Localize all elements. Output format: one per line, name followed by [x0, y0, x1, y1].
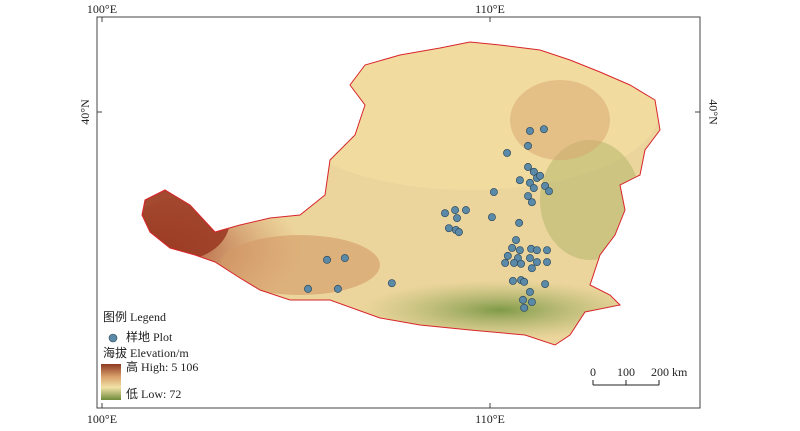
plot-point — [543, 258, 551, 266]
plot-point — [515, 176, 524, 185]
plot-point — [524, 141, 532, 150]
plot-point — [527, 264, 536, 273]
plot-point — [510, 258, 519, 267]
plot-point — [444, 224, 453, 233]
plot-point — [541, 280, 550, 288]
lon-label: 110°E — [475, 2, 505, 16]
plot-point — [453, 214, 461, 222]
terrain-east — [540, 140, 640, 260]
plot-point — [532, 258, 541, 266]
plot-point — [524, 192, 532, 200]
legend: 图例 Legend 样地 Plot 海拔 Elevation/m 高 High:… — [101, 310, 198, 401]
scale-label: 100 — [617, 365, 635, 379]
plateau-boundary — [141, 41, 661, 346]
plot-point — [503, 251, 512, 260]
plot-point — [520, 303, 529, 312]
lon-label: 110°E — [475, 412, 505, 426]
lat-label: 40°N — [78, 99, 92, 125]
plot-point — [529, 167, 538, 176]
plot-point — [508, 244, 517, 252]
plot-point — [461, 206, 470, 215]
plot-point — [526, 126, 534, 135]
plot-point — [515, 218, 524, 227]
plot-point — [333, 284, 342, 293]
terrain-weihe — [360, 280, 640, 340]
terrain-liupan — [220, 235, 380, 295]
plot-point — [508, 277, 517, 285]
plot-point — [536, 171, 545, 180]
plot-point — [501, 258, 510, 267]
lon-label: 100°E — [87, 2, 117, 16]
plot-point — [541, 181, 550, 190]
plot-point — [515, 246, 524, 255]
legend-plot-symbol — [108, 333, 118, 343]
plot-point — [526, 178, 534, 187]
legend-elevation: 海拔 Elevation/m — [103, 345, 189, 360]
legend-high: 高 High: 5 106 — [126, 359, 198, 374]
plot-point — [387, 279, 396, 288]
plot-point — [451, 206, 460, 215]
plot-point — [543, 246, 551, 255]
scale-label: 0 — [590, 365, 596, 379]
plot-point — [526, 254, 534, 263]
plot-point — [340, 254, 349, 263]
terrain-lvliang — [510, 80, 610, 160]
plot-point — [532, 246, 541, 255]
lon-label: 100°E — [87, 412, 117, 426]
legend-elevation-ramp — [101, 364, 121, 400]
legend-low: 低 Low: 72 — [126, 387, 181, 401]
plot-point — [304, 284, 312, 293]
plot-point — [527, 198, 536, 207]
map-frame — [96, 16, 701, 409]
plot-point — [524, 163, 532, 171]
plot-point — [512, 236, 520, 244]
legend-plot: 样地 Plot — [126, 329, 173, 344]
plot-point — [539, 125, 548, 134]
plot-point — [489, 188, 498, 197]
plot-point — [517, 259, 525, 268]
plot-point — [503, 148, 512, 157]
plot-point — [527, 298, 536, 307]
plot-point — [519, 295, 527, 304]
legend-title: 图例 Legend — [103, 310, 166, 324]
plot-point — [520, 277, 529, 286]
lat-label: 40°N — [706, 99, 720, 125]
scale-label: 200 km — [651, 365, 688, 379]
plot-point — [545, 187, 553, 196]
plot-point — [323, 255, 331, 264]
terrain-qilian — [142, 180, 230, 260]
plot-point — [487, 213, 496, 222]
plot-point — [529, 184, 538, 193]
plot-point — [526, 288, 534, 296]
terrain — [142, 42, 660, 345]
plot-point — [441, 209, 449, 218]
plot-point — [455, 228, 463, 237]
